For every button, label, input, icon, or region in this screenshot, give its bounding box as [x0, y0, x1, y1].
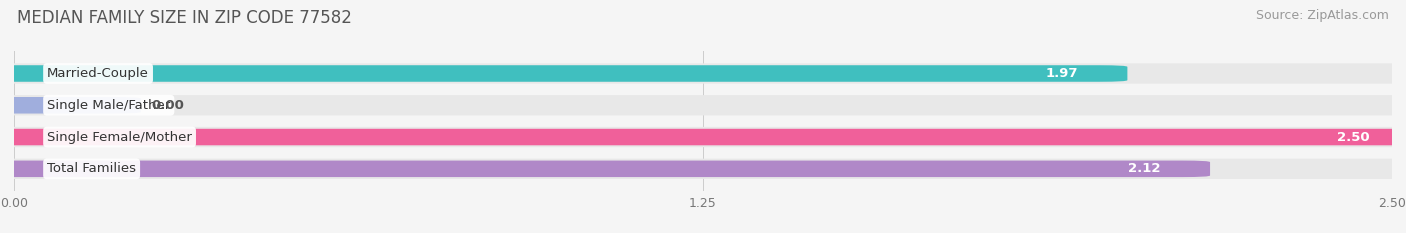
FancyBboxPatch shape	[0, 97, 141, 113]
Text: 2.50: 2.50	[1337, 130, 1369, 144]
Text: Single Male/Father: Single Male/Father	[48, 99, 170, 112]
Text: Single Female/Mother: Single Female/Mother	[48, 130, 193, 144]
Text: MEDIAN FAMILY SIZE IN ZIP CODE 77582: MEDIAN FAMILY SIZE IN ZIP CODE 77582	[17, 9, 352, 27]
Text: 1.97: 1.97	[1045, 67, 1078, 80]
FancyBboxPatch shape	[0, 127, 1406, 147]
Text: Total Families: Total Families	[48, 162, 136, 175]
FancyBboxPatch shape	[0, 95, 1406, 115]
FancyBboxPatch shape	[0, 159, 1406, 179]
Text: Source: ZipAtlas.com: Source: ZipAtlas.com	[1256, 9, 1389, 22]
FancyBboxPatch shape	[0, 129, 1406, 145]
FancyBboxPatch shape	[0, 161, 1211, 177]
Text: 0.00: 0.00	[152, 99, 184, 112]
FancyBboxPatch shape	[0, 65, 1128, 82]
Text: 2.12: 2.12	[1128, 162, 1160, 175]
Text: Married-Couple: Married-Couple	[48, 67, 149, 80]
FancyBboxPatch shape	[0, 63, 1406, 84]
